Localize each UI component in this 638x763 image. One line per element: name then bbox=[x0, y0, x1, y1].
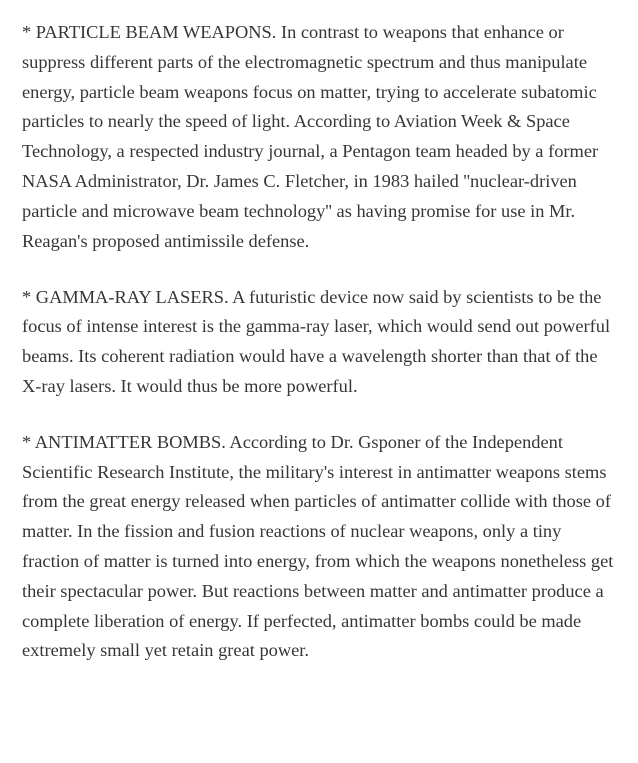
article-body: * PARTICLE BEAM WEAPONS. In contrast to … bbox=[0, 0, 638, 684]
paragraph: * GAMMA-RAY LASERS. A futuristic device … bbox=[22, 283, 616, 402]
paragraph: * ANTIMATTER BOMBS. According to Dr. Gsp… bbox=[22, 428, 616, 667]
paragraph: * PARTICLE BEAM WEAPONS. In contrast to … bbox=[22, 18, 616, 257]
